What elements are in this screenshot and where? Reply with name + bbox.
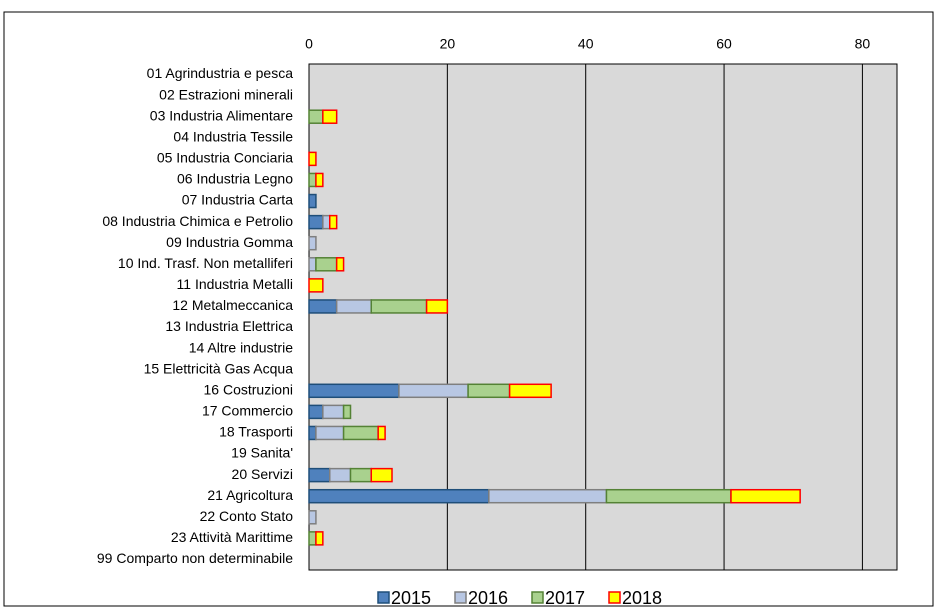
- bar-segment: [488, 488, 608, 504]
- bar-segment: [315, 425, 345, 441]
- y-tick-label: 10 Ind. Trasf. Non metalliferi: [118, 255, 293, 271]
- y-tick-label: 22 Conto Stato: [200, 508, 294, 524]
- bar-segment: [315, 172, 324, 188]
- y-tick-label: 14 Altre industrie: [189, 339, 293, 355]
- bar-segment: [308, 510, 317, 525]
- x-tick-label: 80: [855, 36, 871, 52]
- plot-area: [308, 63, 898, 571]
- x-tick-label: 60: [716, 36, 732, 52]
- bar-segment: [308, 235, 317, 251]
- x-tick-label: 0: [305, 36, 313, 52]
- y-tick-label: 18 Trasporti: [219, 424, 293, 440]
- bar-segment: [308, 257, 317, 272]
- bar-segment: [308, 172, 317, 188]
- bar-segment: [315, 531, 324, 546]
- bar-segment: [308, 214, 324, 230]
- y-tick-label: 07 Industria Carta: [182, 192, 293, 208]
- y-tick-label: 99 Comparto non determinabile: [97, 550, 293, 566]
- bar-segment: [335, 257, 345, 272]
- bar-segment: [308, 109, 324, 124]
- bar-segment: [308, 193, 317, 209]
- legend-label: 2017: [545, 588, 585, 608]
- y-tick-label: 11 Industria Metalli: [177, 276, 293, 292]
- bar-segment: [308, 278, 324, 293]
- y-tick-label: 21 Agricoltura: [207, 487, 293, 503]
- bar-segment: [322, 404, 345, 420]
- legend-label: 2016: [468, 588, 508, 608]
- bar-segment: [329, 467, 352, 483]
- legend-swatch: [377, 591, 390, 604]
- legend-label: 2018: [622, 588, 662, 608]
- y-tick-label: 15 Elettricità Gas Acqua: [144, 360, 294, 376]
- legend-label: 2015: [391, 588, 431, 608]
- bar-segment: [370, 467, 393, 483]
- y-tick-label: 01 Agrindustria e pesca: [147, 65, 294, 81]
- bar-segment: [308, 404, 324, 420]
- bar-segment: [308, 383, 400, 399]
- bar-segment: [322, 109, 338, 124]
- bar-segment: [605, 488, 732, 504]
- y-tick-label: 23 Attività Marittime: [171, 529, 293, 545]
- bar-segment: [377, 425, 386, 441]
- legend-swatch: [531, 591, 544, 604]
- y-tick-label: 08 Industria Chimica e Petrolio: [102, 213, 293, 229]
- bar-segment: [308, 488, 490, 504]
- y-tick-label: 17 Commercio: [202, 403, 293, 419]
- x-tick-label: 20: [440, 36, 456, 52]
- bar-segment: [398, 383, 469, 399]
- bar-segment: [370, 299, 428, 314]
- y-tick-label: 04 Industria Tessile: [173, 128, 293, 144]
- bar-segment: [425, 299, 449, 314]
- bar-segment: [730, 488, 801, 504]
- y-tick-label: 09 Industria Gomma: [166, 234, 293, 250]
- y-tick-label: 20 Servizi: [232, 466, 293, 482]
- y-tick-label: 02 Estrazioni minerali: [159, 86, 293, 102]
- legend-swatch: [608, 591, 621, 604]
- y-tick-label: 06 Industria Legno: [177, 171, 293, 187]
- y-tick-label: 05 Industria Conciaria: [157, 150, 293, 166]
- bar-segment: [329, 214, 338, 230]
- bar-segment: [308, 151, 317, 167]
- y-tick-label: 03 Industria Alimentare: [150, 107, 293, 123]
- y-tick-label: 16 Costruzioni: [204, 381, 294, 397]
- bar-segment: [342, 404, 352, 420]
- y-tick-label: 19 Sanita': [231, 445, 293, 461]
- y-tick-label: 12 Metalmeccanica: [172, 297, 293, 313]
- bar-segment: [508, 383, 552, 399]
- bar-segment: [308, 299, 338, 314]
- bar-segment: [308, 425, 317, 441]
- bar-segment: [308, 467, 331, 483]
- legend-swatch: [454, 591, 467, 604]
- bar-segment: [349, 467, 373, 483]
- bar-segment: [308, 531, 317, 546]
- bar-segment: [342, 425, 379, 441]
- x-tick-label: 40: [578, 36, 594, 52]
- bar-segment: [322, 214, 331, 230]
- y-tick-label: 13 Industria Elettrica: [165, 318, 293, 334]
- bar-segment: [315, 257, 338, 272]
- bar-segment: [335, 299, 373, 314]
- bar-segment: [467, 383, 511, 399]
